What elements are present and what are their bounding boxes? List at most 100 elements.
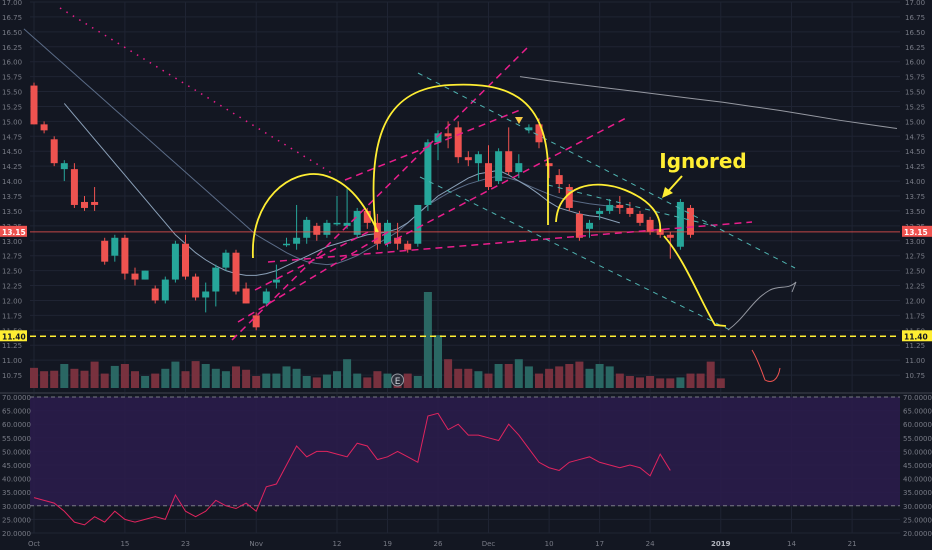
- volume-bar: [221, 371, 230, 388]
- volume-bar: [211, 368, 220, 388]
- pattern-arc: [555, 183, 661, 233]
- right-price-tick: 15.25: [905, 103, 925, 111]
- left-rsi-tick: 50.0000: [2, 448, 31, 456]
- right-support-badge: 11.40: [904, 332, 928, 341]
- left-price-tick: 16.00: [2, 59, 22, 67]
- candle-body: [212, 267, 220, 292]
- candle-body: [687, 207, 694, 235]
- time-tick: 2019: [711, 540, 731, 548]
- volume-bar: [575, 361, 584, 388]
- left-price-tick: 11.25: [2, 342, 22, 350]
- candle-body: [485, 163, 492, 188]
- descending-channel-line: [419, 176, 731, 331]
- time-tick: Dec: [482, 540, 496, 548]
- candle-body: [525, 127, 533, 131]
- candle-body: [414, 204, 422, 244]
- candle-body: [222, 252, 230, 268]
- volume-bar: [595, 364, 604, 388]
- ma-fast-line: [63, 103, 620, 276]
- volume-bar: [716, 378, 725, 388]
- right-price-tick: 15.75: [905, 74, 925, 82]
- volume-bar: [706, 361, 715, 388]
- volume-bar: [423, 292, 432, 388]
- candle-body: [384, 222, 391, 244]
- left-rsi-tick: 60.0000: [2, 421, 31, 429]
- time-tick: 26: [434, 540, 443, 548]
- left-price-tick: 13.75: [2, 193, 22, 201]
- volume-bar: [141, 376, 150, 388]
- right-rsi-tick: 50.0000: [903, 448, 932, 456]
- right-price-tick: 15.50: [905, 89, 925, 97]
- left-rsi-tick: 65.0000: [2, 408, 31, 416]
- right-rsi-tick: 55.0000: [903, 435, 932, 443]
- right-rsi-tick: 30.0000: [903, 503, 932, 511]
- candle-body: [666, 234, 674, 238]
- volume-bar: [636, 377, 644, 388]
- volume-bar: [615, 373, 624, 388]
- volume-bar: [403, 373, 412, 388]
- volume-bar: [676, 377, 685, 388]
- candle-body: [91, 201, 99, 205]
- volume-bar: [504, 364, 513, 388]
- candle-body: [323, 222, 331, 235]
- candle-body: [202, 291, 210, 298]
- right-support-badge-bg: [902, 330, 932, 342]
- candle-body: [81, 201, 88, 208]
- time-tick: 17: [595, 540, 604, 548]
- volume-bar: [454, 368, 463, 388]
- candle-body: [545, 163, 553, 167]
- right-price-tick: 16.50: [905, 29, 925, 37]
- left-price-tick: 12.25: [2, 283, 22, 291]
- left-price-tick: 15.50: [2, 89, 22, 97]
- candle-body: [505, 151, 513, 173]
- projection-sketch: [727, 281, 797, 331]
- channel-line: [237, 231, 389, 323]
- time-tick: 21: [848, 540, 857, 548]
- volume-bar: [444, 359, 453, 388]
- volume-bar: [524, 366, 533, 388]
- candle-body: [676, 201, 684, 247]
- candle-body: [333, 222, 341, 225]
- left-price-tick: 14.00: [2, 178, 22, 186]
- candle-body: [363, 210, 371, 223]
- left-price-tick: 15.00: [2, 118, 22, 126]
- candle-body: [353, 210, 361, 235]
- left-rsi-tick: 30.0000: [2, 503, 31, 511]
- channel-line: [267, 221, 753, 263]
- candle-body: [60, 163, 68, 170]
- volume-bar: [282, 366, 291, 388]
- volume-bar: [434, 335, 442, 388]
- right-price-tick: 16.00: [905, 59, 925, 67]
- right-price-tick: 15.00: [905, 118, 925, 126]
- volume-bar: [555, 366, 564, 388]
- volume-bar: [666, 378, 675, 388]
- rsi-band-fill: [30, 397, 900, 506]
- moving-average-lines: [23, 28, 898, 276]
- volume-bar: [50, 370, 59, 388]
- volume-bar: [60, 364, 69, 388]
- candle-body: [404, 243, 412, 250]
- volume-bar: [262, 373, 271, 388]
- trend-drawings: [30, 7, 900, 382]
- right-price-tick: 14.50: [905, 148, 925, 156]
- volume-bar: [333, 371, 341, 388]
- volume-bar: [535, 373, 543, 388]
- left-rsi-tick: 40.0000: [2, 476, 31, 484]
- candle-body: [575, 213, 583, 238]
- volume-bar: [181, 371, 190, 388]
- right-current-price-badge: 13.15: [904, 228, 928, 237]
- left-price-tick: 10.75: [2, 372, 22, 380]
- right-rsi-tick: 60.0000: [903, 421, 932, 429]
- rsi-series: [30, 396, 900, 526]
- descending-channel-line: [547, 184, 711, 226]
- volume-bar: [696, 373, 705, 388]
- right-price-tick: 12.75: [905, 253, 925, 261]
- volume-bar: [90, 361, 99, 388]
- candle-body: [50, 139, 58, 164]
- right-current-price-badge-bg: [902, 225, 932, 237]
- volume-bar: [353, 373, 362, 388]
- right-price-axis: 17.00 16.75 16.50 16.25 16.00 15.75 15.50 15.25…: [902, 0, 932, 538]
- candle-body: [343, 222, 351, 226]
- earnings-marker: E: [395, 377, 401, 387]
- right-price-tick: 12.50: [905, 268, 925, 276]
